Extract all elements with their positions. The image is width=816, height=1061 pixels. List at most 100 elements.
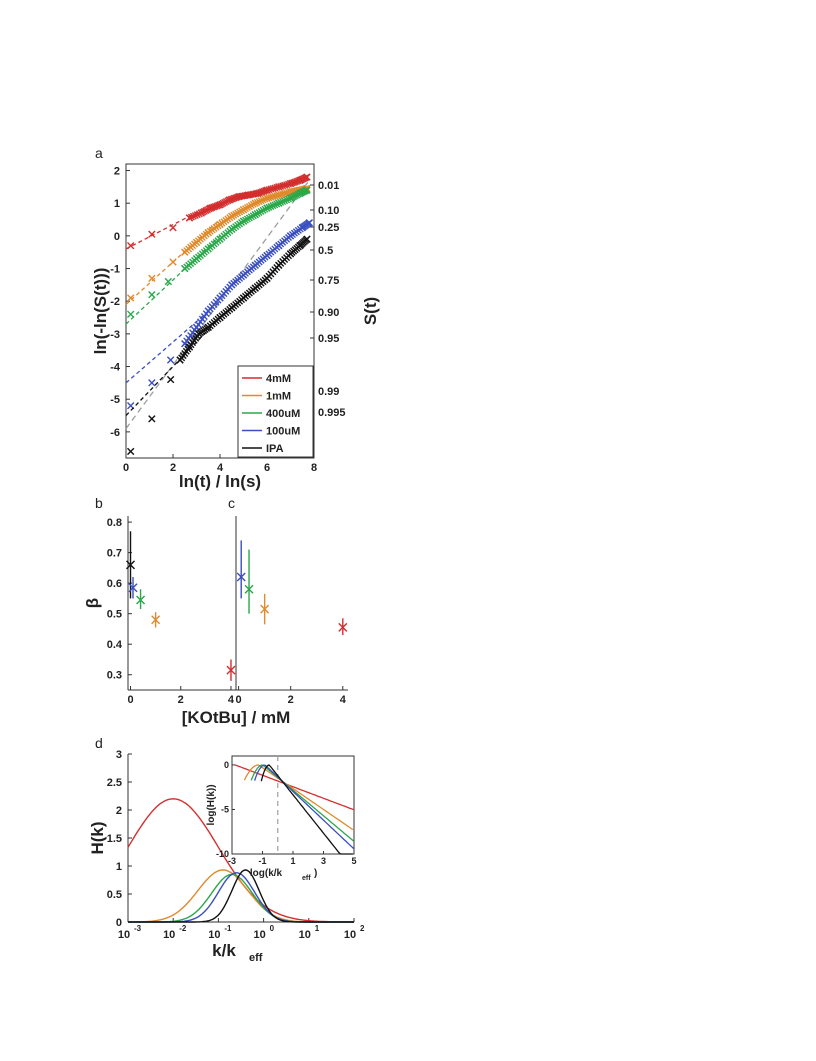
panel-a-dense-point-400uM-stroke-b bbox=[285, 195, 293, 203]
panel-a-dense-point-1mM bbox=[281, 189, 289, 197]
panel-a-right-tick-label: 0.99 bbox=[318, 386, 339, 398]
panel-d-inset-ytick-label: -5 bbox=[221, 804, 229, 814]
panel-a-dense-point-4mM-stroke-b bbox=[277, 182, 285, 190]
panel-b-point-4mM-stroke-b bbox=[226, 665, 236, 675]
panel-a-dense-point-4mM-stroke-b bbox=[193, 211, 201, 219]
panel-c-xtick-label: 4 bbox=[340, 694, 347, 706]
panel-c-point-4mM-stroke-b bbox=[338, 622, 348, 632]
panel-a-point-IPA-stroke-b bbox=[127, 447, 135, 456]
panel-a-point-IPA bbox=[166, 375, 175, 384]
panel-b-point-400uM-stroke-b bbox=[136, 595, 146, 605]
panel-a-dense-point-4mM bbox=[187, 213, 195, 221]
panel-d-inset-ytick-label: 0 bbox=[224, 760, 229, 770]
panel-a-dense-point-1mM bbox=[271, 192, 279, 200]
panel-b-ytick-label: 0.6 bbox=[107, 578, 122, 590]
panel-a-dense-point-4mM-stroke-b bbox=[185, 214, 193, 222]
panel-d-inset-xtick-label: 1 bbox=[290, 856, 295, 866]
panel-d-curve-100uM bbox=[128, 871, 354, 923]
panel-d-xlabel: k/k bbox=[212, 941, 236, 960]
panel-c-point-1mM-stroke-b bbox=[260, 604, 270, 614]
panel-a-dense-point-4mM bbox=[267, 185, 275, 193]
panel-a-right-tick-label: 0.95 bbox=[318, 333, 339, 345]
panel-a-point-4mM bbox=[127, 241, 135, 250]
panel-a-dense-point-4mM bbox=[273, 183, 281, 191]
panel-a-right-tick-label: 0.10 bbox=[318, 205, 339, 217]
panel-a-dense-point-400uM-stroke-b bbox=[263, 204, 271, 212]
panel-a-dense-point-400uM bbox=[265, 203, 273, 211]
panel-a-ytick-label: 2 bbox=[114, 166, 120, 178]
panel-d-xlabel-subscript: eff bbox=[249, 952, 263, 964]
panel-a-dense-point-1mM bbox=[259, 196, 267, 204]
panel-d-ytick-label: 2.5 bbox=[107, 777, 122, 789]
panel-b-ytick-label: 0.5 bbox=[107, 609, 122, 621]
panel-a-dense-point-1mM bbox=[267, 193, 275, 201]
panel-a-dense-point-400uM bbox=[273, 200, 281, 208]
panel-a-dense-point-400uM bbox=[277, 198, 285, 206]
panel-a-point-1mM-stroke-b bbox=[127, 294, 135, 302]
panel-d-xtick-exponent: -2 bbox=[179, 924, 187, 933]
panel-d-inset-curve-100uM bbox=[253, 764, 355, 850]
panel-a-xtick-label: 0 bbox=[123, 462, 129, 474]
panel-a-point-100uM bbox=[148, 379, 156, 387]
panel-a-point-IPA-stroke-b bbox=[166, 375, 175, 384]
panel-a-dense-point-1mM bbox=[255, 198, 263, 206]
panel-a-dense-point-1mM-stroke-b bbox=[275, 191, 283, 199]
panel-b-point-4mM bbox=[226, 665, 236, 675]
panel-d-inset-xtick-label: 3 bbox=[321, 856, 326, 866]
panel-a-dense-point-4mM bbox=[269, 185, 277, 192]
panel-a-point-100uM bbox=[166, 356, 175, 364]
panel-d-inset-curve-1mM bbox=[243, 764, 354, 831]
panel-a-dense-point-1mM-stroke-b bbox=[257, 197, 265, 205]
panel-b-ytick-label: 0.3 bbox=[107, 670, 122, 682]
panel-a-point-100uM-stroke-b bbox=[148, 379, 156, 387]
panel-a-dense-point-1mM bbox=[263, 194, 271, 202]
panel-a-dense-point-1mM-stroke-b bbox=[273, 192, 281, 200]
panel-a-ytick-label: -6 bbox=[110, 427, 120, 439]
panel-a-dense-point-4mM-stroke-b bbox=[187, 213, 195, 221]
panel-a-dense-point-1mM bbox=[277, 190, 285, 198]
panel-a-dense-point-4mM-stroke-b bbox=[283, 181, 291, 189]
panel-a-dense-point-400uM bbox=[263, 204, 271, 212]
panel-a-dense-point-1mM-stroke-b bbox=[277, 190, 285, 198]
panel-a-ytick-label: 0 bbox=[114, 231, 120, 243]
panel-a-xtick-label: 2 bbox=[170, 462, 176, 474]
panel-d-inset-xlabel-end: ) bbox=[314, 868, 317, 879]
panel-a-dense-point-1mM-stroke-b bbox=[265, 194, 273, 202]
panel-d-xtick-label: 10 bbox=[253, 929, 265, 941]
panel-a-ylabel-right: S(t) bbox=[361, 297, 380, 325]
panel-a-dense-point-4mM-stroke-b bbox=[191, 211, 199, 219]
panel-a-xtick-label: 8 bbox=[311, 462, 317, 474]
panel-a-fit-400uM bbox=[125, 235, 221, 325]
panel-d-xtick-label: 10 bbox=[163, 929, 175, 941]
panel-a-dense-point-4mM bbox=[191, 211, 199, 219]
panel-a-dense-point-4mM-stroke-b bbox=[269, 185, 277, 192]
panel-d: d00.511.522.5310-310-210-1100101102H(k)k… bbox=[88, 735, 365, 964]
panel-a-point-100uM-stroke-b bbox=[166, 356, 175, 364]
panel-a-xtick-label: 4 bbox=[217, 462, 224, 474]
panel-a-point-IPA-stroke-b bbox=[148, 415, 156, 423]
panel-a-dense-point-1mM-stroke-b bbox=[281, 189, 289, 197]
panel-a-dense-point-400uM-stroke-b bbox=[269, 202, 277, 210]
panel-b: b 0 2 4 0.8 0.7 0.6 0.5 0.4 0.3 β [KOtBu] / mM bbox=[83, 495, 290, 727]
panel-a-right-tick-label: 0.25 bbox=[318, 222, 339, 234]
panel-b-point-100uM bbox=[128, 583, 138, 593]
panel-d-inset-ylabel: log(H(k)) bbox=[206, 784, 217, 825]
panel-a-point-4mM-stroke-b bbox=[148, 230, 156, 238]
panel-b: b bbox=[95, 495, 103, 511]
panel-a-dense-point-4mM bbox=[263, 186, 271, 194]
panel-a-dense-point-4mM-stroke-b bbox=[189, 212, 197, 220]
panel-a-dense-point-400uM bbox=[285, 195, 293, 203]
panel-a-dense-point-1mM-stroke-b bbox=[259, 196, 267, 204]
panel-a-ytick-label: -3 bbox=[110, 329, 120, 341]
panel-a-dense-point-1mM bbox=[269, 193, 277, 201]
panel-a-dense-point-4mM-stroke-b bbox=[267, 185, 275, 193]
panel-a-dense-point-4mM-stroke-b bbox=[275, 183, 283, 191]
panel-b-point-IPA bbox=[126, 560, 136, 570]
panel-a-dense-point-4mM-stroke-b bbox=[263, 186, 271, 194]
panel-a-right-tick-label: 0.995 bbox=[318, 407, 346, 419]
panel-a-point-400uM-stroke-b bbox=[148, 290, 156, 299]
panel-a-xlabel: ln(t) / ln(s) bbox=[179, 472, 261, 491]
panel-a-legend: 4mM 1mM 400uM 100uM IPA bbox=[237, 365, 314, 458]
panel-a-dense-point-1mM bbox=[275, 191, 283, 199]
